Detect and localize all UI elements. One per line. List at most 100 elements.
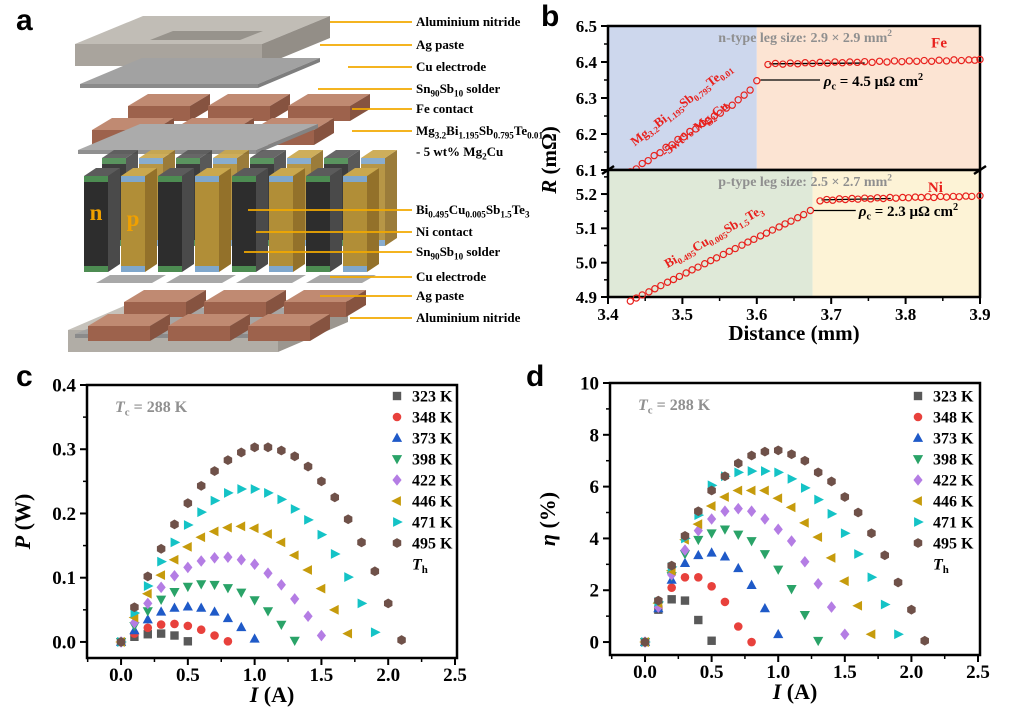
axis-break-mark xyxy=(973,164,987,176)
hexagon-marker xyxy=(853,507,863,518)
hexagon-marker xyxy=(694,506,703,517)
open-circle-marker xyxy=(913,57,921,65)
hexagon-marker xyxy=(654,595,663,606)
open-circle-marker xyxy=(860,57,869,66)
open-circle-marker xyxy=(764,60,772,69)
legend-label: 398 K xyxy=(933,452,974,469)
x-tick-label: 0.0 xyxy=(109,665,133,686)
hexagon-marker xyxy=(237,447,246,458)
leg-side xyxy=(367,168,379,272)
tri-right-marker xyxy=(827,508,838,519)
tri-left-marker xyxy=(155,570,166,581)
hexagon-marker xyxy=(392,538,402,548)
tri-right-marker xyxy=(734,467,745,478)
leg-top xyxy=(213,150,249,158)
tri-right-marker xyxy=(774,467,785,478)
tri-left-marker xyxy=(275,537,286,548)
tri-up-marker xyxy=(142,614,153,624)
tri-up-marker xyxy=(236,621,247,632)
x-tick-label: 2.0 xyxy=(376,665,400,686)
open-circle-marker xyxy=(786,59,794,67)
tri-down-marker xyxy=(289,636,300,647)
panel-letter-d: d xyxy=(526,360,545,393)
open-circle-marker xyxy=(950,56,958,64)
hexagon-marker xyxy=(893,577,903,588)
hexagon-marker xyxy=(156,543,166,554)
diamond-marker xyxy=(183,561,193,574)
leg-bottom-contact xyxy=(269,266,293,272)
y-tick-label: 6.3 xyxy=(576,89,597,108)
open-circle-marker xyxy=(816,58,824,67)
hexagon-marker xyxy=(734,458,743,469)
n-leg xyxy=(306,168,342,272)
hexagon-marker xyxy=(263,442,273,453)
tri-down-marker xyxy=(813,636,824,647)
tri-down-marker xyxy=(719,525,731,535)
open-circle-marker xyxy=(823,59,832,67)
x-tick-label: 3.4 xyxy=(597,305,619,324)
background-region xyxy=(756,26,980,170)
tri-right-marker xyxy=(237,484,248,494)
tri-down-marker xyxy=(222,584,234,594)
tri-right-marker xyxy=(800,483,811,493)
diamond-marker xyxy=(826,601,837,613)
open-circle-marker xyxy=(762,229,771,237)
tri-up-marker xyxy=(706,547,717,557)
cu-bar-top xyxy=(248,314,330,326)
label-leader-lines xyxy=(244,21,412,319)
open-circle-marker xyxy=(632,294,640,302)
x-tick-label: 1.0 xyxy=(766,662,790,683)
tri-down-marker xyxy=(912,455,924,465)
leg-front xyxy=(306,176,330,272)
leg-front xyxy=(232,176,256,272)
open-circle-marker xyxy=(710,112,719,120)
tri-right-marker xyxy=(357,598,368,609)
tri-down-marker xyxy=(706,529,717,539)
tri-down-marker xyxy=(196,580,207,590)
circle-marker xyxy=(680,572,690,582)
open-circle-marker xyxy=(731,244,739,253)
tri-left-marker xyxy=(288,550,299,561)
module-3d-illustration: n p xyxy=(68,16,412,352)
tri-right-marker xyxy=(317,529,328,540)
circle-marker xyxy=(143,623,153,633)
cu-bar-side xyxy=(230,314,250,341)
open-circle-marker xyxy=(638,159,646,168)
diamond-marker xyxy=(250,558,260,571)
tri-down-marker xyxy=(786,585,797,595)
tri-right-marker xyxy=(867,572,878,583)
chart-annotation: ρc = 4.5 μΩ cm2 xyxy=(823,72,923,92)
tri-left-marker xyxy=(852,600,863,611)
tri-left-marker xyxy=(719,492,729,502)
y-tick-label: 6.2 xyxy=(576,125,597,144)
hexagon-marker xyxy=(840,492,850,502)
tc-annotation: Tc = 288 K xyxy=(115,399,188,419)
leg-top xyxy=(269,168,305,176)
hexagon-marker xyxy=(787,449,796,460)
legend-footer: Th xyxy=(412,557,428,577)
bottom-cu-electrodes xyxy=(88,290,366,341)
cu-bar-side xyxy=(270,94,290,121)
open-circle-marker xyxy=(734,96,742,104)
cu-bar-front xyxy=(208,106,270,121)
hexagon-marker xyxy=(867,528,876,539)
open-circle-marker xyxy=(686,127,694,136)
tri-left-marker xyxy=(328,604,339,615)
tri-up-marker xyxy=(156,606,167,616)
tri-right-marker xyxy=(183,520,194,530)
x-tick-label: 2.5 xyxy=(966,662,990,683)
square-marker xyxy=(143,630,152,639)
tri-down-marker xyxy=(236,588,247,598)
leg-top xyxy=(250,150,286,158)
leg-top xyxy=(324,150,360,158)
leg-top-contact xyxy=(232,176,256,182)
open-circle-marker xyxy=(838,59,847,67)
tri-down-marker xyxy=(262,607,274,617)
tri-right-marker xyxy=(814,494,824,505)
legend-label: 471 K xyxy=(412,515,453,532)
diamond-marker xyxy=(813,577,823,590)
tri-left-marker xyxy=(825,552,836,563)
open-circle-marker xyxy=(846,58,854,66)
diamond-marker xyxy=(786,535,797,547)
tri-left-marker xyxy=(772,493,783,504)
